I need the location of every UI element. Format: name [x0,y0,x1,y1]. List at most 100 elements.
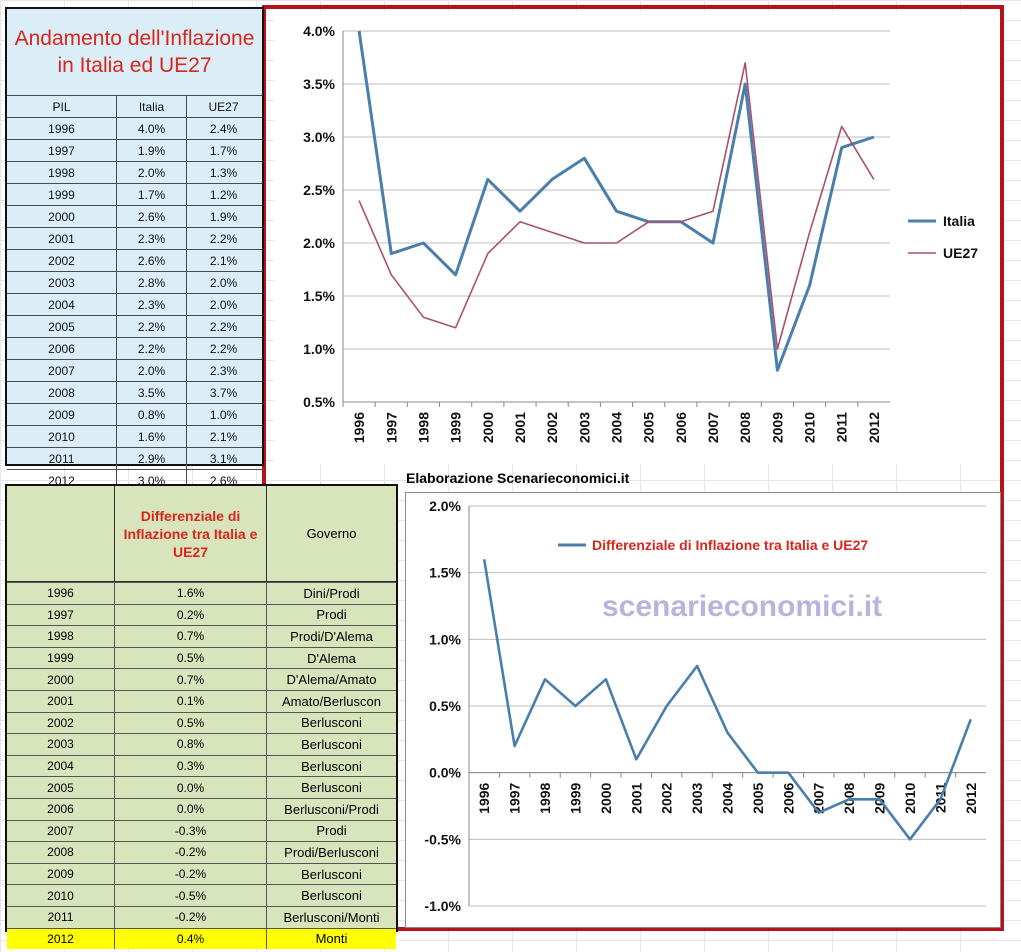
year-cell: 1996 [7,583,115,604]
year-cell: 1997 [7,604,115,626]
x-tick-label: 2010 [802,412,818,443]
year-cell: 2005 [7,777,115,798]
table-row: 2007 -0.3% Prodi [7,819,396,842]
table-row: 2004 2.3% 2.0% [7,293,262,315]
table-row: 2005 2.2% 2.2% [7,315,262,337]
series-line-2 [358,61,875,350]
year-cell: 2008 [7,382,117,403]
x-tick-label: 2002 [659,782,675,813]
x-tick-label: 1997 [383,412,399,443]
differential-table-header: Differenziale di Inflazione tra Italia e… [7,486,396,582]
year-cell: 1997 [7,140,117,161]
year-cell: 1998 [7,162,117,183]
x-tick-label: 1998 [537,782,553,813]
year-cell: 2003 [7,272,117,293]
x-tick-label: 2002 [544,412,560,443]
table-row: 2009 -0.2% Berlusconi [7,862,396,885]
governo-cell: Berlusconi [301,758,362,774]
year-cell: 2010 [7,426,117,447]
table-row: 1998 0.7% Prodi/D'Alema [7,625,396,647]
year-cell: 2002 [7,712,115,734]
legend-label-italia: Italia [943,213,975,229]
table-row: 2010 1.6% 2.1% [7,425,262,447]
year-cell: 1996 [7,118,117,139]
series-line-1 [357,30,875,372]
italia-cell: 2.3% [117,294,187,315]
red-frame [262,5,1004,931]
table-row: 2007 2.0% 2.3% [7,359,262,381]
year-cell: 2007 [7,820,115,842]
table-row: 2002 2.6% 2.1% [7,249,262,271]
chart-caption: Elaborazione Scenarieconomici.it [406,470,630,486]
governo-cell: Berlusconi [301,736,362,752]
year-cell: 2004 [7,755,115,777]
table-row: 2004 0.3% Berlusconi [7,754,396,777]
year-cell: 2001 [7,690,115,712]
ue27-cell: 1.0% [209,407,238,422]
italia-cell: 2.0% [117,360,187,381]
inflation-table-title: Andamento dell'Inflazione in Italia ed U… [14,27,255,77]
year-cell: 1998 [7,626,115,647]
governo-cell: Berlusconi/Prodi [284,801,379,817]
italia-cell: 1.7% [117,184,187,205]
table-row: 2003 2.8% 2.0% [7,271,262,293]
y-tick-label: -1.0% [424,898,461,914]
x-tick-label: 2001 [512,412,528,443]
table-row: 2005 0.0% Berlusconi [7,776,396,798]
year-cell: 2009 [7,404,117,425]
y-tick-label: 0.5% [303,394,335,410]
differential-cell: 0.5% [115,712,267,734]
differential-cell: 0.7% [115,626,267,647]
year-cell: 2011 [7,448,117,469]
x-tick-label: 2005 [641,412,657,443]
differential-cell: -0.5% [115,885,267,906]
table-row: 2006 0.0% Berlusconi/Prodi [7,797,396,820]
x-tick-label: 2003 [576,412,592,443]
x-tick-label: 2003 [689,782,705,813]
italia-cell: 0.8% [117,404,187,425]
differential-line-chart: scenarieconomici.it -1.0% -0.5% 0.0% 0.5% 1.0… [424,498,986,914]
x-tick-label: 2001 [628,782,644,813]
ue27-cell: 2.3% [209,363,238,378]
x-tick-label: 2004 [609,412,625,443]
italia-cell: 2.2% [117,338,187,359]
table-row: 1997 0.2% Prodi [7,603,396,626]
governo-cell: Berlusconi [301,715,362,731]
differential-cell: 0.3% [115,755,267,777]
x-tick-label: 1999 [448,412,464,443]
y-tick-label: 3.5% [303,76,335,92]
year-cell: 2005 [7,316,117,337]
x-tick-label: 1998 [415,412,431,443]
table-row: 2009 0.8% 1.0% [7,403,262,425]
differential-cell: -0.2% [115,863,267,885]
differential-cell: -0.2% [115,906,267,928]
year-cell: 2010 [7,885,115,906]
table-row: 2002 0.5% Berlusconi [7,711,396,734]
inflation-table-body: PIL Italia UE27 1996 4.0% 2.4% 1997 1.9% 1.7% 199… [7,95,262,491]
table-row: 1999 0.5% D'Alema [7,646,396,669]
legend-label-ue27: UE27 [943,245,978,261]
y-tick-label: 1.5% [303,288,335,304]
differential-cell: 0.1% [115,690,267,712]
x-tick-label: 2012 [866,412,882,443]
x-tick-label: 1997 [507,782,523,813]
table-row: 2000 0.7% D'Alema/Amato [7,668,396,690]
differential-cell: 1.6% [115,583,267,604]
series-line-1 [482,559,973,841]
table-row: 1998 2.0% 1.3% [7,161,262,183]
differential-cell: 0.2% [115,604,267,626]
y-tick-label: 1.0% [303,341,335,357]
year-cell: 2000 [7,669,115,690]
y-tick-label: 0.5% [429,698,461,714]
ue27-cell: 1.9% [209,209,238,224]
table-row: 2008 3.5% 3.7% [7,381,262,403]
year-cell: 2002 [7,250,117,271]
ue27-cell: 2.2% [209,341,238,356]
ue27-cell: 1.2% [209,187,238,202]
italia-cell: 1.6% [117,426,187,447]
ue27-cell: 2.0% [209,275,238,290]
differential-chart-panel: scenarieconomici.it -1.0% -0.5% 0.0% 0.5% 1.0… [405,492,1001,928]
y-tick-label: 2.0% [303,235,335,251]
x-tick-label: 2005 [750,782,766,813]
table-row: 1999 1.7% 1.2% [7,183,262,205]
